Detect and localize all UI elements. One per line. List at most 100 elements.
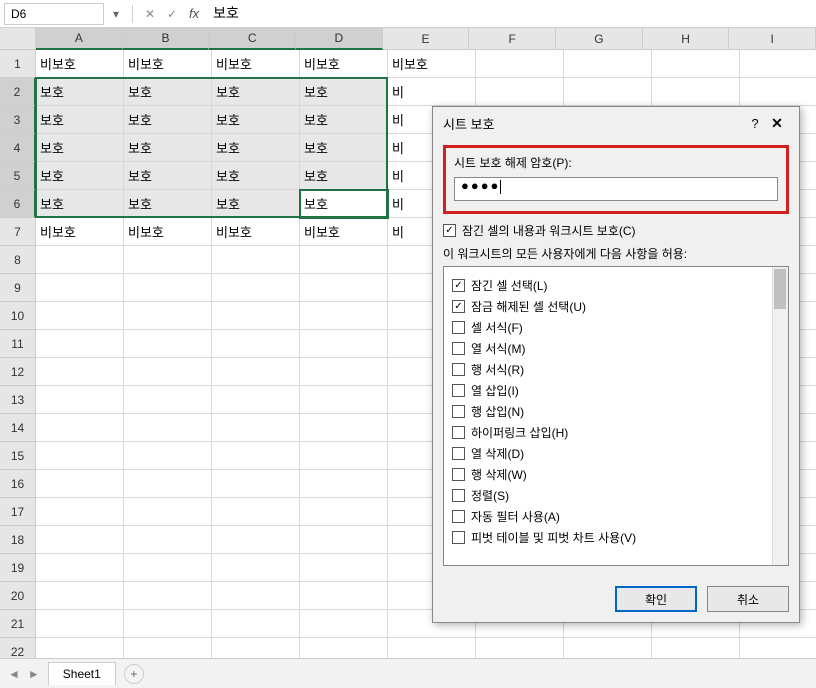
cell-A13[interactable] (36, 386, 124, 414)
dialog-close-button[interactable]: ✕ (765, 115, 789, 132)
cell-C17[interactable] (212, 498, 300, 526)
protect-contents-checkbox[interactable] (443, 224, 456, 237)
permission-checkbox-11[interactable] (452, 510, 465, 523)
permission-checkbox-7[interactable] (452, 426, 465, 439)
permission-item-5[interactable]: 열 삽입(I) (452, 382, 780, 399)
permission-checkbox-1[interactable] (452, 300, 465, 313)
name-box-dropdown-icon[interactable]: ▾ (108, 7, 124, 21)
ok-button[interactable]: 확인 (615, 586, 697, 612)
cell-A11[interactable] (36, 330, 124, 358)
permission-item-1[interactable]: 잠금 해제된 셀 선택(U) (452, 298, 780, 315)
cell-D6[interactable]: 보호 (300, 190, 388, 218)
cell-F22[interactable] (476, 638, 564, 658)
column-header-E[interactable]: E (383, 28, 470, 50)
cell-D7[interactable]: 비보호 (300, 218, 388, 246)
cell-D16[interactable] (300, 470, 388, 498)
cell-C13[interactable] (212, 386, 300, 414)
cell-B9[interactable] (124, 274, 212, 302)
permission-item-11[interactable]: 자동 필터 사용(A) (452, 508, 780, 525)
scrollbar-thumb[interactable] (774, 269, 786, 309)
cell-D22[interactable] (300, 638, 388, 658)
cell-C5[interactable]: 보호 (212, 162, 300, 190)
permission-checkbox-8[interactable] (452, 447, 465, 460)
cell-A15[interactable] (36, 442, 124, 470)
cell-A10[interactable] (36, 302, 124, 330)
column-header-F[interactable]: F (469, 28, 556, 50)
row-header-4[interactable]: 4 (0, 134, 36, 162)
cell-A7[interactable]: 비보호 (36, 218, 124, 246)
cell-A20[interactable] (36, 582, 124, 610)
cell-D14[interactable] (300, 414, 388, 442)
cell-D1[interactable]: 비보호 (300, 50, 388, 78)
cell-B3[interactable]: 보호 (124, 106, 212, 134)
cell-H2[interactable] (652, 78, 740, 106)
cell-B13[interactable] (124, 386, 212, 414)
row-header-14[interactable]: 14 (0, 414, 36, 442)
cell-A14[interactable] (36, 414, 124, 442)
column-header-D[interactable]: D (296, 28, 383, 50)
cell-B21[interactable] (124, 610, 212, 638)
cell-B20[interactable] (124, 582, 212, 610)
row-header-19[interactable]: 19 (0, 554, 36, 582)
row-header-22[interactable]: 22 (0, 638, 36, 658)
cell-D13[interactable] (300, 386, 388, 414)
cell-C21[interactable] (212, 610, 300, 638)
cell-B22[interactable] (124, 638, 212, 658)
cell-F2[interactable] (476, 78, 564, 106)
cell-G2[interactable] (564, 78, 652, 106)
permission-checkbox-9[interactable] (452, 468, 465, 481)
cell-C19[interactable] (212, 554, 300, 582)
select-all-corner[interactable] (0, 28, 36, 50)
permission-checkbox-2[interactable] (452, 321, 465, 334)
permission-checkbox-5[interactable] (452, 384, 465, 397)
permission-checkbox-12[interactable] (452, 531, 465, 544)
cell-D8[interactable] (300, 246, 388, 274)
dialog-titlebar[interactable]: 시트 보호 ? ✕ (433, 107, 799, 139)
cell-A18[interactable] (36, 526, 124, 554)
cell-A17[interactable] (36, 498, 124, 526)
cell-C14[interactable] (212, 414, 300, 442)
password-input[interactable]: ●●●● (454, 177, 778, 201)
cell-D5[interactable]: 보호 (300, 162, 388, 190)
cell-C6[interactable]: 보호 (212, 190, 300, 218)
permission-item-3[interactable]: 열 서식(M) (452, 340, 780, 357)
row-header-21[interactable]: 21 (0, 610, 36, 638)
cell-D9[interactable] (300, 274, 388, 302)
cell-C11[interactable] (212, 330, 300, 358)
cell-D18[interactable] (300, 526, 388, 554)
permission-item-9[interactable]: 행 삭제(W) (452, 466, 780, 483)
permission-checkbox-0[interactable] (452, 279, 465, 292)
cell-B5[interactable]: 보호 (124, 162, 212, 190)
cell-A2[interactable]: 보호 (36, 78, 124, 106)
cell-A16[interactable] (36, 470, 124, 498)
row-header-11[interactable]: 11 (0, 330, 36, 358)
cell-D21[interactable] (300, 610, 388, 638)
permissions-listbox[interactable]: 잠긴 셀 선택(L)잠금 해제된 셀 선택(U)셀 서식(F)열 서식(M)행 … (443, 266, 789, 566)
add-sheet-button[interactable]: + (124, 664, 144, 684)
cell-B19[interactable] (124, 554, 212, 582)
row-header-2[interactable]: 2 (0, 78, 36, 106)
cell-C12[interactable] (212, 358, 300, 386)
cell-B8[interactable] (124, 246, 212, 274)
permission-item-12[interactable]: 피벗 테이블 및 피벗 차트 사용(V) (452, 529, 780, 546)
cell-B12[interactable] (124, 358, 212, 386)
cell-E22[interactable] (388, 638, 476, 658)
cell-D3[interactable]: 보호 (300, 106, 388, 134)
permission-item-2[interactable]: 셀 서식(F) (452, 319, 780, 336)
cell-A8[interactable] (36, 246, 124, 274)
cell-B14[interactable] (124, 414, 212, 442)
permission-item-4[interactable]: 행 서식(R) (452, 361, 780, 378)
cell-B7[interactable]: 비보호 (124, 218, 212, 246)
cell-I22[interactable] (740, 638, 816, 658)
dialog-help-button[interactable]: ? (745, 116, 765, 131)
row-header-8[interactable]: 8 (0, 246, 36, 274)
column-header-H[interactable]: H (643, 28, 730, 50)
cell-A3[interactable]: 보호 (36, 106, 124, 134)
cell-C20[interactable] (212, 582, 300, 610)
cell-H22[interactable] (652, 638, 740, 658)
cell-F1[interactable] (476, 50, 564, 78)
cell-I1[interactable] (740, 50, 816, 78)
cell-D15[interactable] (300, 442, 388, 470)
cell-C7[interactable]: 비보호 (212, 218, 300, 246)
row-header-17[interactable]: 17 (0, 498, 36, 526)
